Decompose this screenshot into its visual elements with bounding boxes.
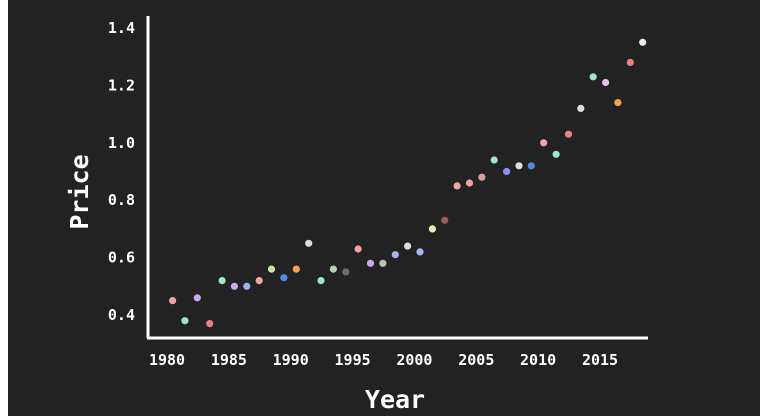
scatter-chart: 1980 1985 1990 1995 2000 2005 2010 2015 0.40.60… — [65, 16, 648, 414]
data-point — [193, 294, 201, 302]
x-tick-label: 1990 — [273, 351, 309, 369]
data-point — [169, 297, 177, 305]
data-point — [614, 99, 622, 107]
y-tick-labels: 0.4 0.6 0.8 1.0 1.2 1.4 — [108, 19, 135, 324]
data-point — [317, 277, 325, 285]
data-point — [267, 265, 276, 273]
y-tick-label: 1.0 — [108, 134, 135, 152]
data-point — [181, 317, 189, 325]
data-point — [416, 248, 424, 256]
data-point — [478, 173, 486, 181]
data-point — [602, 78, 610, 87]
data-point — [354, 245, 362, 253]
data-point — [589, 73, 597, 81]
chart-frame: 1980 1985 1990 1995 2000 2005 2010 2015 0.4 0.6 0… — [8, 0, 760, 416]
data-point — [515, 162, 523, 170]
data-point — [441, 216, 449, 224]
y-tick-label: 0.6 — [108, 249, 135, 267]
data-point — [391, 251, 399, 259]
data-point — [255, 277, 263, 285]
x-tick-label: 2005 — [458, 351, 494, 369]
data-point — [292, 265, 300, 273]
x-tick-label: 2010 — [520, 351, 556, 369]
data-point — [552, 150, 560, 158]
data-point — [230, 282, 238, 290]
y-tick-label: 1.4 — [108, 19, 135, 37]
data-point — [218, 277, 226, 285]
x-tick-label: 1995 — [335, 351, 371, 369]
data-point — [503, 167, 511, 176]
x-tick-label: 1980 — [149, 351, 185, 369]
y-tick-label: 0.8 — [108, 191, 135, 209]
data-point — [453, 182, 461, 190]
data-points — [169, 38, 647, 328]
data-point — [564, 130, 573, 138]
x-tick-labels: 1980 1985 1990 1995 2000 2005 2010 2015 — [149, 351, 618, 369]
data-point — [639, 38, 647, 46]
data-point — [366, 259, 375, 267]
data-point — [465, 179, 474, 187]
data-point — [404, 242, 412, 250]
data-point — [342, 268, 350, 276]
data-point — [626, 58, 634, 66]
data-point — [527, 162, 535, 170]
y-tick-label: 0.4 — [108, 306, 135, 324]
data-point — [577, 104, 585, 112]
data-point — [206, 320, 214, 328]
x-tick-label: 2000 — [396, 351, 432, 369]
x-tick-label: 1985 — [211, 351, 247, 369]
y-tick-label: 1.2 — [108, 76, 135, 94]
data-point — [280, 274, 288, 282]
data-point — [490, 156, 498, 164]
data-point — [428, 225, 436, 233]
data-point — [329, 265, 337, 273]
data-point — [243, 282, 251, 290]
x-axis-title: Year — [365, 385, 425, 414]
data-point — [305, 239, 313, 247]
data-point — [379, 259, 387, 267]
x-tick-label: 2015 — [582, 351, 618, 369]
data-point — [540, 139, 548, 147]
y-axis-title: Price — [65, 154, 94, 229]
